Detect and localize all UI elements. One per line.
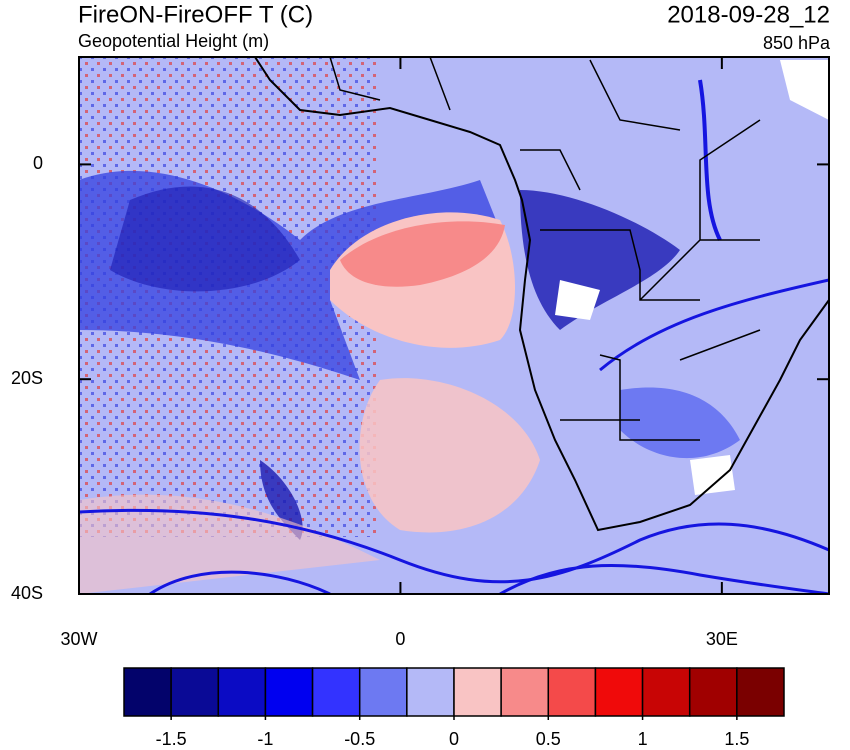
colorbar-box [406,667,455,717]
colorbar-label: -0.5 [344,729,375,749]
colorbar-box [688,667,738,717]
colorbar-box [311,667,361,717]
y-tick-label: 40S [11,583,43,603]
colorbar-box [453,667,502,717]
x-tick-label: 30W [60,629,97,649]
colorbar-box [500,667,550,717]
colorbar-box [594,667,644,717]
x-tick-label: 0 [395,629,405,649]
colorbar-label: -1.5 [156,729,187,749]
colorbar-box [264,667,314,717]
colorbar-label: 1 [638,729,648,749]
colorbar-label: 1.5 [724,729,749,749]
date: 2018-09-28_12 [667,1,830,28]
colorbar-label: -1 [257,729,273,749]
map-frame [78,56,830,595]
colorbar-box [217,667,267,717]
map-field [79,57,829,594]
colorbar-box [170,667,220,717]
colorbar-label: 0 [449,729,459,749]
subtitle: Geopotential Height (m) [78,31,269,51]
y-tick-label: 0 [33,153,43,173]
level: 850 hPa [763,33,831,53]
y-tick-label: 20S [11,368,43,388]
colorbar-box [358,667,408,717]
x-tick-label: 30E [706,629,738,649]
colorbar-label: 0.5 [536,729,561,749]
title: FireON-FireOFF T (C) [78,1,313,28]
colorbar-box [123,667,172,717]
colorbar-box [641,667,691,717]
colorbar-box [547,667,597,717]
colorbar-box [736,667,785,717]
